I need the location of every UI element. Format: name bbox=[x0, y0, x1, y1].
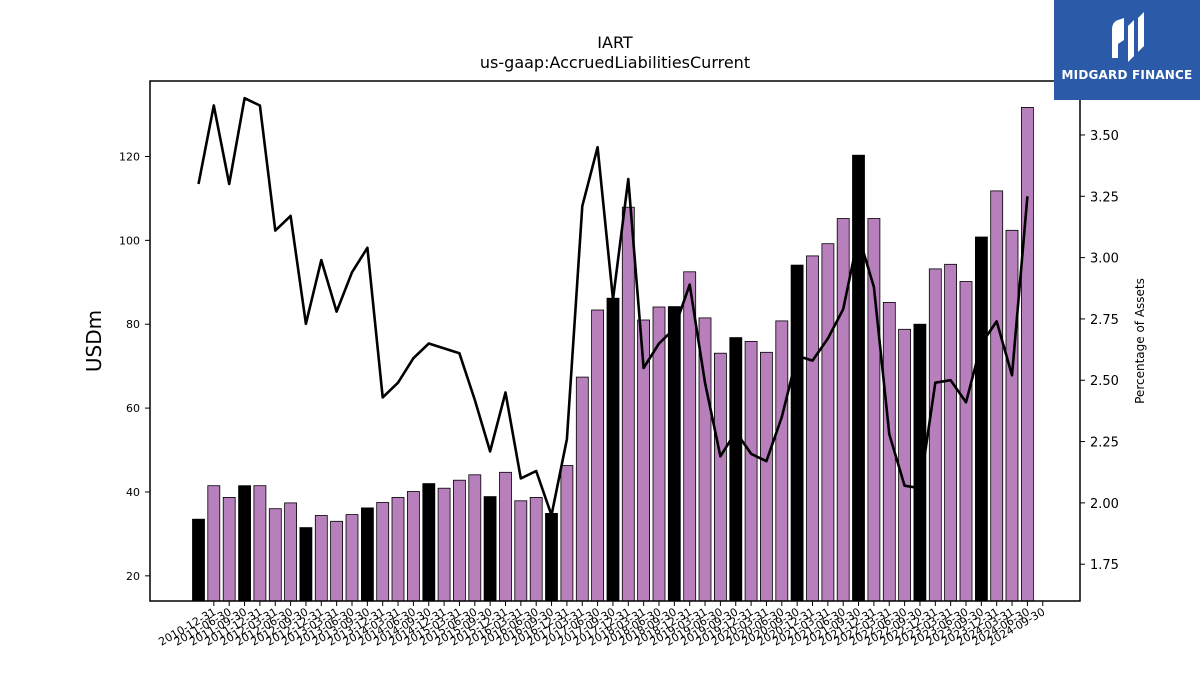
bar bbox=[760, 351, 773, 602]
y2-tick-label: 2.75 bbox=[1090, 313, 1119, 328]
bar bbox=[775, 320, 789, 602]
bar bbox=[192, 518, 205, 602]
bar bbox=[207, 485, 221, 602]
logo-icon bbox=[1112, 12, 1144, 62]
bar bbox=[545, 513, 558, 602]
bar bbox=[836, 218, 850, 602]
logo-text: MIDGARD FINANCE bbox=[1061, 68, 1193, 82]
bar bbox=[499, 471, 512, 602]
bar bbox=[391, 496, 405, 602]
y2-tick-label: 1.75 bbox=[1090, 558, 1119, 573]
axes: 20 40 60 80 100 120 1.75 2.00 2.25 2.50 2.75 3.00 3.… bbox=[119, 80, 1119, 649]
y-tick-label: 40 bbox=[126, 486, 140, 499]
y-axis-label: USDm bbox=[82, 310, 106, 372]
bar bbox=[529, 496, 543, 602]
y2-tick-label: 3.50 bbox=[1090, 129, 1119, 144]
y2-tick-label: 2.50 bbox=[1090, 374, 1119, 389]
bar bbox=[1005, 229, 1019, 602]
bar bbox=[944, 263, 957, 602]
y2-tick-label: 2.00 bbox=[1090, 497, 1119, 512]
bar bbox=[591, 309, 604, 602]
bar bbox=[284, 502, 298, 602]
bar bbox=[714, 352, 727, 602]
chart-title: IART bbox=[597, 33, 633, 52]
y2-tick-label: 3.00 bbox=[1090, 252, 1119, 267]
bar bbox=[514, 500, 528, 602]
bar bbox=[406, 491, 420, 602]
bar bbox=[852, 154, 865, 602]
logo: MIDGARD FINANCE bbox=[1054, 0, 1200, 100]
y-tick-label: 120 bbox=[119, 150, 140, 163]
bar bbox=[575, 376, 589, 602]
bar bbox=[222, 496, 236, 602]
bar bbox=[928, 268, 942, 602]
bar bbox=[299, 527, 313, 602]
bar bbox=[452, 479, 466, 602]
bar bbox=[959, 281, 973, 602]
y2-tick-label: 3.25 bbox=[1090, 190, 1119, 205]
bar bbox=[330, 520, 344, 602]
bar bbox=[790, 264, 804, 602]
percentage-line bbox=[197, 96, 1029, 517]
bar bbox=[975, 236, 988, 602]
bar bbox=[683, 271, 697, 602]
bar bbox=[468, 474, 482, 602]
y2-axis-label: Percentage of Assets bbox=[1133, 278, 1147, 404]
bar bbox=[360, 507, 374, 602]
plot-frame bbox=[149, 80, 1081, 602]
bar bbox=[990, 190, 1004, 602]
bar bbox=[422, 483, 436, 602]
y-tick-label: 60 bbox=[126, 402, 140, 415]
bar bbox=[1021, 107, 1034, 602]
bar bbox=[268, 508, 282, 602]
bar bbox=[238, 485, 252, 602]
bar bbox=[729, 337, 743, 602]
bar bbox=[606, 297, 620, 602]
bar bbox=[345, 514, 359, 602]
y-tick-label: 100 bbox=[119, 234, 140, 247]
bar bbox=[744, 340, 758, 602]
bar bbox=[253, 485, 267, 602]
bar bbox=[376, 502, 390, 602]
chart-subtitle: us-gaap:AccruedLiabilitiesCurrent bbox=[480, 53, 750, 72]
bar bbox=[821, 243, 835, 602]
bar bbox=[437, 487, 451, 602]
bar bbox=[898, 328, 911, 602]
bar bbox=[621, 206, 635, 602]
bar bbox=[806, 255, 819, 602]
y-tick-label: 80 bbox=[126, 318, 140, 331]
bar-series bbox=[192, 107, 1034, 602]
line-series bbox=[197, 96, 1029, 517]
y2-tick-label: 2.25 bbox=[1090, 436, 1119, 451]
bar bbox=[314, 515, 328, 602]
y-tick-label: 20 bbox=[126, 570, 140, 583]
bar bbox=[483, 496, 497, 602]
bar bbox=[560, 465, 574, 602]
bar bbox=[667, 306, 681, 602]
